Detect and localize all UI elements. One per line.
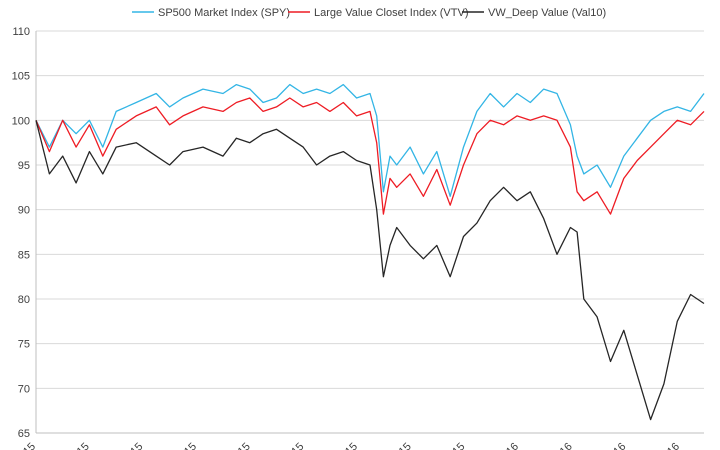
gridlines (36, 30, 704, 434)
x-tick-label: 15 (128, 441, 145, 450)
x-tick-label: 16 (611, 441, 628, 450)
x-tick-label: 16 (665, 441, 682, 450)
x-tick-label: 15 (21, 441, 38, 450)
x-tick-label: 15 (450, 441, 467, 450)
series-lines (35, 83, 705, 421)
y-tick-label: 110 (12, 26, 30, 38)
x-axis: 15 15 15 15 15 15 15 15 15 16 16 16 16 (21, 432, 704, 450)
legend-label-1: SP500 Market Index (SPY) (158, 7, 290, 19)
series-line-2 (35, 97, 705, 215)
legend-label-2: Large Value Closet Index (VTV) (314, 7, 468, 19)
x-tick-label: 15 (75, 441, 92, 450)
legend-label-3: VW_Deep Value (Val10) (488, 7, 606, 19)
x-tick-label: 15 (236, 441, 253, 450)
x-tick-label: 16 (558, 441, 575, 450)
y-tick-label: 95 (18, 160, 30, 172)
y-tick-label: 75 (18, 339, 30, 351)
y-tick-label: 100 (12, 115, 30, 127)
y-tick-label: 90 (18, 205, 30, 217)
series-line-3 (35, 120, 705, 421)
x-tick-label: 15 (397, 441, 414, 450)
x-tick-label: 16 (504, 441, 521, 450)
x-tick-label: 15 (343, 441, 360, 450)
y-axis: 65 70 75 80 85 90 95 100 105 110 (12, 26, 37, 440)
x-tick-label: 15 (289, 441, 306, 450)
y-tick-label: 105 (12, 71, 30, 83)
x-tick-label: 15 (182, 441, 199, 450)
y-tick-label: 85 (18, 249, 30, 261)
legend: SP500 Market Index (SPY) Large Value Clos… (132, 7, 606, 19)
series-line-1 (35, 83, 705, 197)
y-tick-label: 80 (18, 294, 30, 306)
y-tick-label: 65 (18, 428, 30, 440)
y-tick-label: 70 (18, 383, 30, 395)
